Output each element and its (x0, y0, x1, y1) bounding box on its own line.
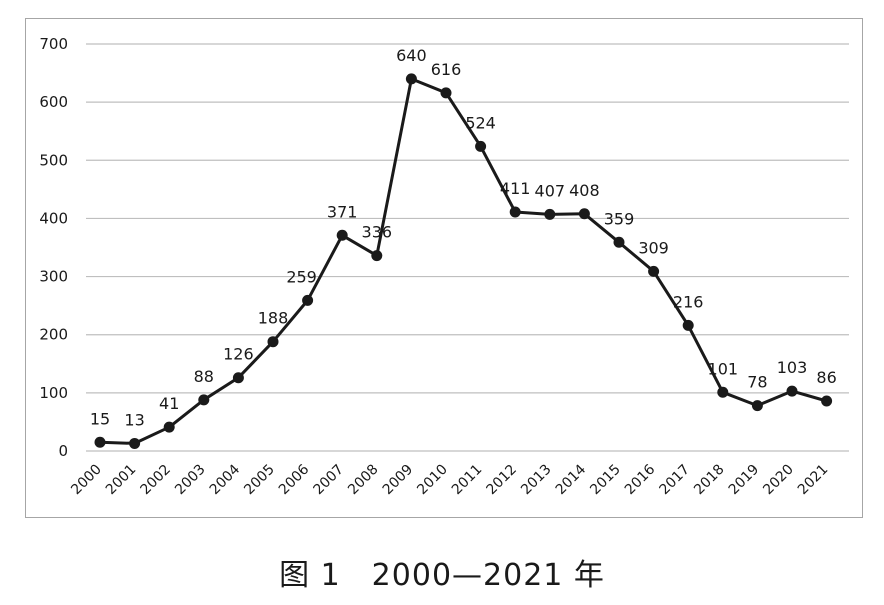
data-label: 408 (569, 181, 600, 200)
x-tick-label: 2006 (276, 461, 313, 498)
data-points (94, 73, 833, 449)
x-tick-label: 2003 (172, 462, 209, 499)
data-label: 13 (124, 410, 144, 429)
x-tick-label: 2014 (553, 461, 590, 498)
data-point (544, 208, 556, 220)
x-tick-label: 2016 (622, 461, 659, 498)
data-label: 309 (638, 238, 669, 257)
x-tick-label: 2021 (795, 462, 832, 499)
x-tick-label: 2019 (726, 462, 763, 499)
x-tick-label: 2009 (380, 462, 417, 499)
data-label: 15 (90, 409, 110, 428)
data-label: 101 (708, 359, 739, 378)
x-tick-label: 2005 (241, 462, 278, 499)
x-tick-label: 2020 (760, 462, 797, 499)
data-point (682, 319, 694, 331)
data-label: 336 (362, 223, 393, 242)
data-label: 103 (777, 358, 808, 377)
x-tick-label: 2018 (691, 462, 728, 499)
y-tick-label: 300 (39, 268, 68, 286)
data-point (198, 394, 210, 406)
data-point (751, 400, 763, 412)
data-label: 371 (327, 202, 358, 221)
data-point (267, 336, 279, 348)
x-tick-label: 2000 (68, 462, 105, 499)
data-label: 86 (816, 368, 836, 387)
data-point (232, 372, 244, 384)
data-label: 640 (396, 46, 427, 65)
data-label: 41 (159, 394, 179, 413)
data-point (440, 87, 452, 99)
x-tick-label: 2007 (311, 462, 348, 499)
data-point (336, 229, 348, 241)
x-tick-label: 2001 (103, 462, 140, 499)
series-line-layer (99, 77, 828, 445)
data-point (405, 73, 417, 85)
data-label: 616 (431, 60, 462, 79)
y-axis-tick-labels: 0 100 200 300 400 500 600 700 (39, 35, 68, 460)
y-tick-label: 500 (39, 151, 68, 169)
data-point (163, 421, 175, 433)
data-point (648, 265, 660, 277)
x-tick-label: 2002 (138, 462, 175, 499)
y-tick-label: 0 (58, 442, 68, 460)
y-tick-label: 600 (39, 93, 68, 111)
series-line (99, 77, 828, 445)
x-tick-label: 2015 (587, 462, 624, 499)
x-tick-label: 2008 (345, 462, 382, 499)
x-tick-label: 2013 (518, 462, 555, 499)
x-tick-label: 2012 (484, 462, 521, 499)
data-point (475, 140, 487, 152)
data-point (717, 386, 729, 398)
data-point (578, 208, 590, 220)
data-label: 411 (500, 179, 531, 198)
data-point (94, 436, 106, 448)
data-label: 188 (258, 309, 289, 328)
data-point (302, 294, 314, 306)
data-label: 88 (194, 367, 214, 386)
data-label: 524 (465, 113, 496, 132)
figure-caption: 图 1 2000—2021 年 (279, 558, 605, 593)
data-label: 407 (535, 181, 566, 200)
data-point (786, 385, 798, 397)
data-point (371, 250, 383, 262)
data-point (821, 395, 833, 407)
x-axis-tick-labels: 2000200120022003200420052006200720082009… (68, 461, 831, 498)
chart-frame (25, 18, 863, 518)
data-label: 359 (604, 209, 635, 228)
data-point (613, 236, 625, 248)
data-label: 259 (286, 267, 317, 286)
x-tick-label: 2010 (414, 462, 451, 499)
data-point (509, 206, 521, 218)
data-label: 126 (223, 345, 254, 364)
data-point (129, 437, 141, 449)
data-label: 78 (747, 373, 767, 392)
y-tick-label: 700 (39, 35, 68, 53)
y-tick-label: 200 (39, 326, 68, 344)
data-label: 216 (673, 292, 704, 311)
gridlines (86, 43, 849, 452)
y-tick-label: 100 (39, 384, 68, 402)
x-tick-label: 2017 (657, 462, 694, 499)
x-tick-label: 2004 (207, 461, 244, 498)
y-tick-label: 400 (39, 209, 68, 227)
x-tick-label: 2011 (449, 462, 486, 499)
